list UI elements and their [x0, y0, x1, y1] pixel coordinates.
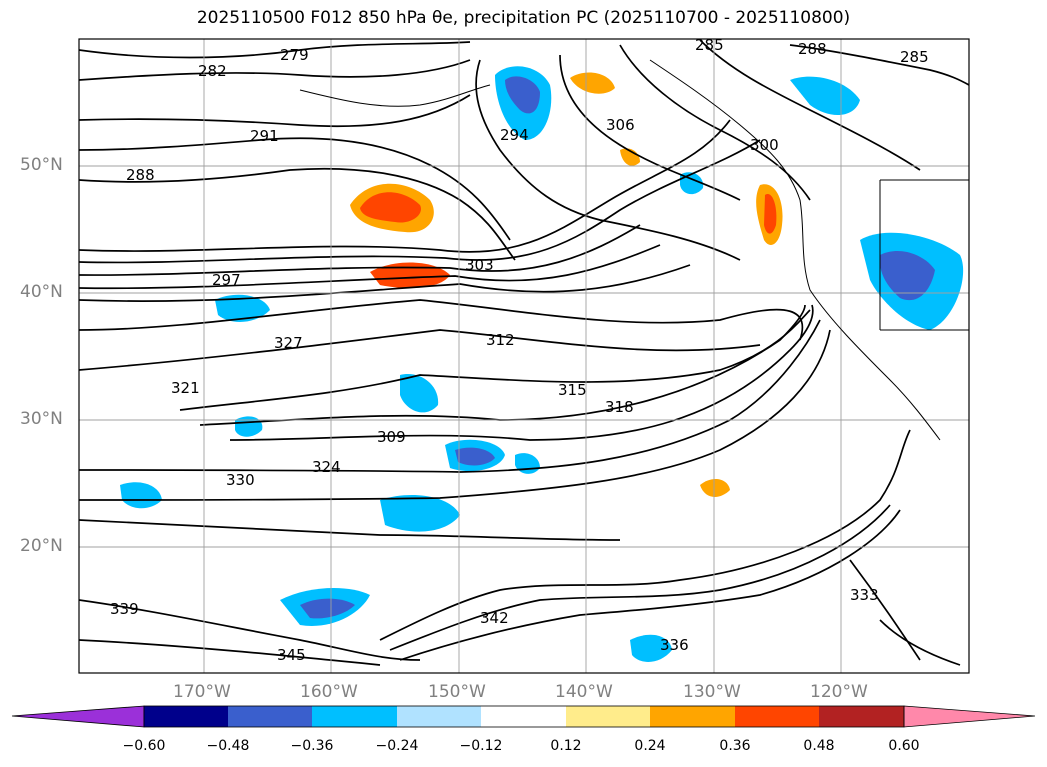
lat-label: 30°N — [20, 409, 63, 429]
contour-label: 279 — [280, 46, 309, 64]
precip-shading — [120, 66, 964, 662]
contour-label: 285 — [900, 48, 929, 66]
contour-label: 315 — [558, 381, 587, 399]
shading-negative — [630, 634, 672, 662]
colorbar-segment — [228, 706, 312, 727]
contour-label: 309 — [377, 428, 406, 446]
lon-label: 160°W — [300, 682, 358, 702]
shading-negative — [400, 374, 439, 413]
colorbar-tick: 0.36 — [719, 738, 751, 754]
shading-positive — [620, 148, 640, 166]
shading-negative — [300, 598, 355, 619]
shading-negative — [380, 495, 460, 532]
contour-label: 336 — [660, 636, 689, 654]
shading-negative — [790, 76, 860, 116]
colorbar-segment — [312, 706, 397, 727]
lon-label: 140°W — [555, 682, 613, 702]
lon-label: 130°W — [683, 682, 741, 702]
shading-negative — [215, 294, 270, 322]
colorbar-tick: 0.60 — [888, 738, 920, 754]
contour-label: 294 — [500, 126, 529, 144]
lon-label: 120°W — [810, 682, 868, 702]
contour-label: 324 — [312, 458, 341, 476]
theta-e-contours — [79, 39, 969, 666]
shading-negative — [680, 172, 704, 195]
contour-label: 333 — [850, 586, 879, 604]
shading-negative — [505, 76, 540, 114]
colorbar-segment — [397, 706, 481, 727]
contour-label: 330 — [226, 471, 255, 489]
colorbar-tick: 0.24 — [634, 738, 666, 754]
contour-label: 303 — [465, 256, 494, 274]
shading-negative — [455, 447, 495, 466]
contour-label: 297 — [212, 271, 241, 289]
colorbar-segment — [650, 706, 735, 727]
shading-negative — [879, 250, 935, 301]
contour-label: 339 — [110, 600, 139, 618]
lat-label: 50°N — [20, 155, 63, 175]
colorbar-extend-high — [903, 705, 1036, 728]
shading-positive — [700, 478, 730, 497]
contour-label: 318 — [605, 398, 634, 416]
shading-positive — [764, 194, 777, 234]
contour-labels: 279 282 285 288 285 288 291 294 297 300 … — [110, 36, 929, 664]
colorbar-tick: −0.60 — [122, 738, 166, 754]
map-frame — [78, 38, 970, 674]
contour-label: 342 — [480, 609, 509, 627]
shading-positive — [570, 72, 615, 94]
colorbar-segment — [481, 706, 566, 727]
contour-label: 288 — [798, 40, 827, 58]
coastlines — [299, 59, 969, 441]
contour-label: 288 — [126, 166, 155, 184]
lat-label: 40°N — [20, 282, 63, 302]
shading-positive — [370, 262, 450, 288]
contour-label: 327 — [274, 334, 303, 352]
colorbar-segment — [819, 706, 904, 727]
contour-label: 306 — [606, 116, 635, 134]
contour-label: 312 — [486, 331, 515, 349]
colorbar-tick: −0.36 — [290, 738, 334, 754]
colorbar-segment — [144, 706, 228, 727]
colorbar — [11, 705, 1036, 728]
contour-label: 300 — [750, 136, 779, 154]
contour-label: 321 — [171, 379, 200, 397]
contour-label: 282 — [198, 62, 227, 80]
colorbar-tick: −0.24 — [375, 738, 419, 754]
lat-label: 20°N — [20, 536, 63, 556]
grid-lines — [79, 39, 969, 673]
map-title: 2025110500 F012 850 hPa θe, precipitatio… — [196, 8, 851, 28]
contour-label: 285 — [695, 36, 724, 54]
shading-negative — [515, 453, 540, 474]
contour-label: 291 — [250, 127, 279, 145]
contour-label: 345 — [277, 646, 306, 664]
shading-positive — [360, 192, 421, 223]
colorbar-segment — [566, 706, 650, 727]
colorbar-tick: 0.12 — [550, 738, 582, 754]
lon-label: 170°W — [173, 682, 231, 702]
shading-negative — [235, 416, 263, 437]
colorbar-tick: −0.12 — [459, 738, 503, 754]
colorbar-tick: 0.48 — [803, 738, 835, 754]
shading-negative — [120, 482, 162, 509]
colorbar-extend-low — [11, 705, 145, 728]
lon-label: 150°W — [428, 682, 486, 702]
colorbar-tick: −0.48 — [206, 738, 250, 754]
colorbar-segment — [735, 706, 819, 727]
